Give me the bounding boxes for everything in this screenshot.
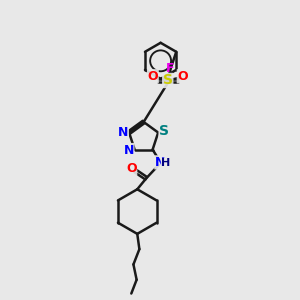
Text: F: F [166,62,175,75]
Text: S: S [163,74,173,88]
Text: N: N [118,126,128,139]
Text: N: N [155,156,165,169]
Text: N: N [124,144,134,157]
Text: O: O [126,162,137,175]
Text: O: O [148,70,158,83]
Text: H: H [161,158,171,168]
Text: S: S [159,124,169,139]
Text: O: O [177,70,188,83]
